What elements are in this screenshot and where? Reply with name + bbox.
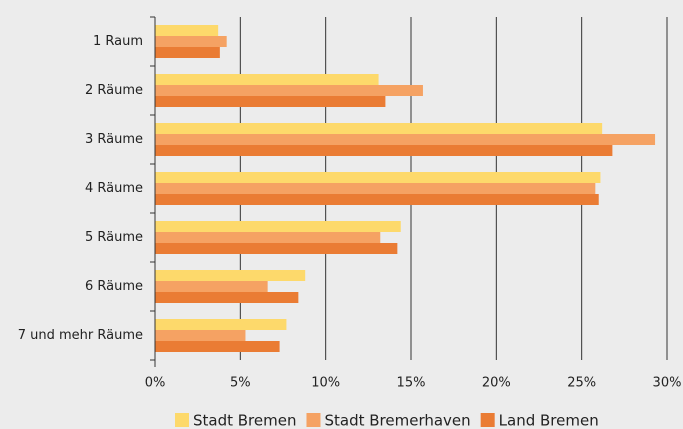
bar bbox=[155, 172, 601, 183]
y-tick-label: 4 Räume bbox=[85, 181, 143, 196]
y-tick-label: 5 Räume bbox=[85, 230, 143, 245]
bar bbox=[155, 36, 227, 47]
x-tick-label: 30% bbox=[653, 376, 682, 391]
bar bbox=[155, 281, 268, 292]
bar bbox=[155, 134, 656, 145]
x-tick-label: 0% bbox=[145, 376, 166, 391]
legend-label: Stadt Bremen bbox=[193, 412, 296, 429]
bar bbox=[155, 194, 599, 205]
y-tick-label: 3 Räume bbox=[85, 132, 143, 147]
x-tick-label: 5% bbox=[230, 376, 251, 391]
bar bbox=[155, 232, 381, 243]
bar bbox=[155, 243, 398, 254]
y-tick-label: 2 Räume bbox=[85, 83, 143, 98]
legend-label: Stadt Bremerhaven bbox=[324, 412, 470, 429]
bar bbox=[155, 319, 287, 330]
bar bbox=[155, 123, 603, 134]
bar bbox=[155, 25, 219, 36]
bar bbox=[155, 270, 306, 281]
bar bbox=[155, 47, 220, 58]
legend-label: Land Bremen bbox=[499, 412, 599, 429]
bar bbox=[155, 96, 386, 107]
bar bbox=[155, 292, 299, 303]
y-tick-label: 6 Räume bbox=[85, 279, 143, 294]
bar bbox=[155, 183, 596, 194]
bar bbox=[155, 330, 246, 341]
bar bbox=[155, 85, 423, 96]
bar bbox=[155, 74, 379, 85]
bar bbox=[155, 221, 401, 232]
legend-swatch bbox=[480, 413, 495, 427]
legend-swatch bbox=[306, 413, 321, 427]
x-tick-label: 20% bbox=[482, 376, 511, 391]
bar bbox=[155, 341, 280, 352]
x-tick-label: 25% bbox=[567, 376, 596, 391]
y-tick-label: 7 und mehr Räume bbox=[18, 328, 143, 343]
x-tick-label: 15% bbox=[397, 376, 426, 391]
y-tick-label: 1 Raum bbox=[93, 34, 143, 49]
x-tick-label: 10% bbox=[311, 376, 340, 391]
legend-swatch bbox=[175, 413, 189, 427]
bar bbox=[155, 145, 613, 156]
